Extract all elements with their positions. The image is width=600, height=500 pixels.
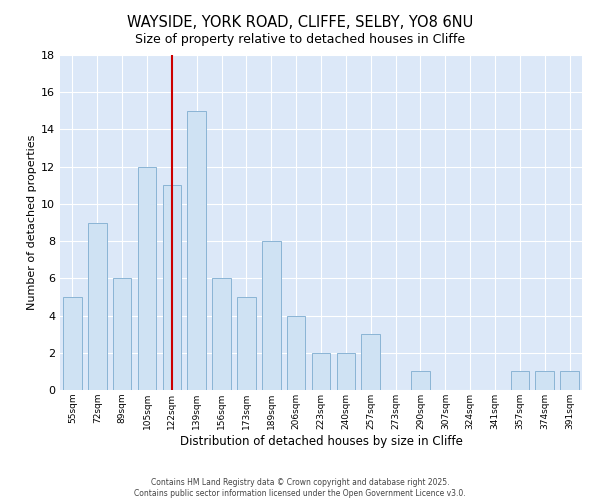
Bar <box>337 353 355 390</box>
Bar <box>63 297 82 390</box>
Bar <box>237 297 256 390</box>
Bar <box>187 111 206 390</box>
Y-axis label: Number of detached properties: Number of detached properties <box>27 135 37 310</box>
Bar <box>212 278 231 390</box>
Bar <box>411 372 430 390</box>
Text: Contains HM Land Registry data © Crown copyright and database right 2025.
Contai: Contains HM Land Registry data © Crown c… <box>134 478 466 498</box>
Bar <box>137 166 157 390</box>
Text: WAYSIDE, YORK ROAD, CLIFFE, SELBY, YO8 6NU: WAYSIDE, YORK ROAD, CLIFFE, SELBY, YO8 6… <box>127 15 473 30</box>
Bar <box>535 372 554 390</box>
Bar <box>361 334 380 390</box>
Bar <box>163 186 181 390</box>
Bar <box>262 241 281 390</box>
Bar <box>311 353 331 390</box>
Bar <box>511 372 529 390</box>
Bar <box>287 316 305 390</box>
Bar <box>560 372 579 390</box>
Bar <box>88 222 107 390</box>
Text: Size of property relative to detached houses in Cliffe: Size of property relative to detached ho… <box>135 32 465 46</box>
X-axis label: Distribution of detached houses by size in Cliffe: Distribution of detached houses by size … <box>179 434 463 448</box>
Bar <box>113 278 131 390</box>
